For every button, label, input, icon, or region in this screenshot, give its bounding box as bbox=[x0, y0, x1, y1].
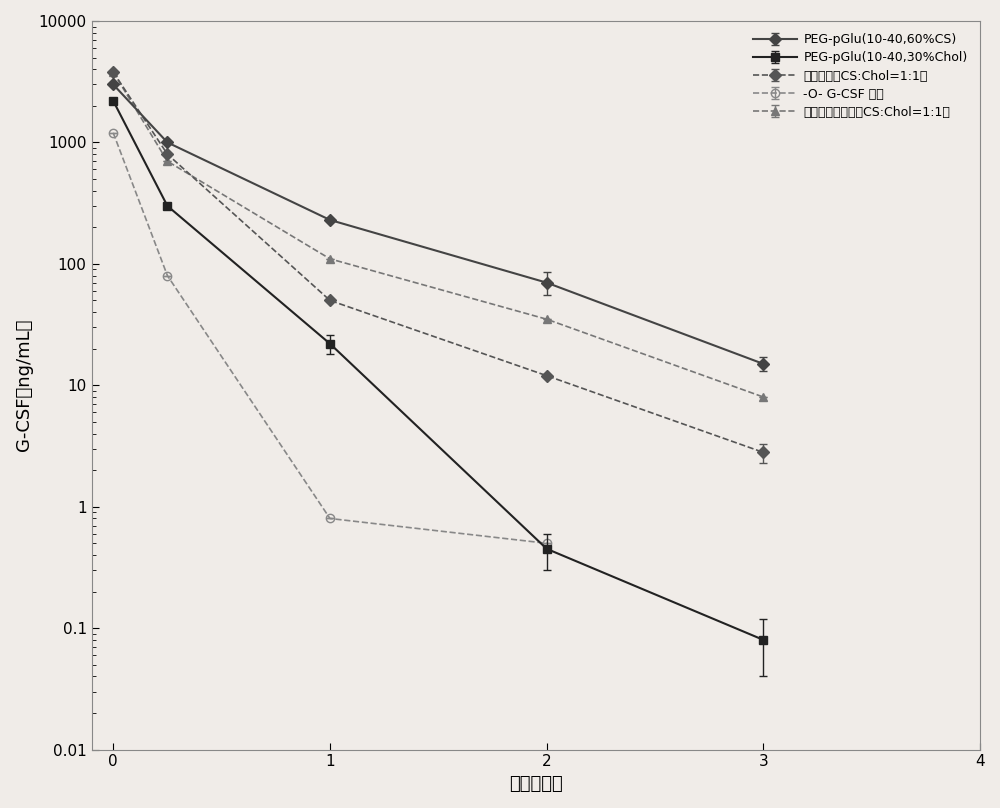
Y-axis label: G-CSF（ng/mL）: G-CSF（ng/mL） bbox=[15, 319, 33, 452]
Legend: PEG-pGlu(10-40,60%CS), PEG-pGlu(10-40,30%Chol), 混合微团（CS:Chol=1:1）, -O- G-CSF 溶液,: PEG-pGlu(10-40,60%CS), PEG-pGlu(10-40,30… bbox=[747, 27, 974, 124]
X-axis label: 时间（日）: 时间（日） bbox=[509, 775, 563, 793]
